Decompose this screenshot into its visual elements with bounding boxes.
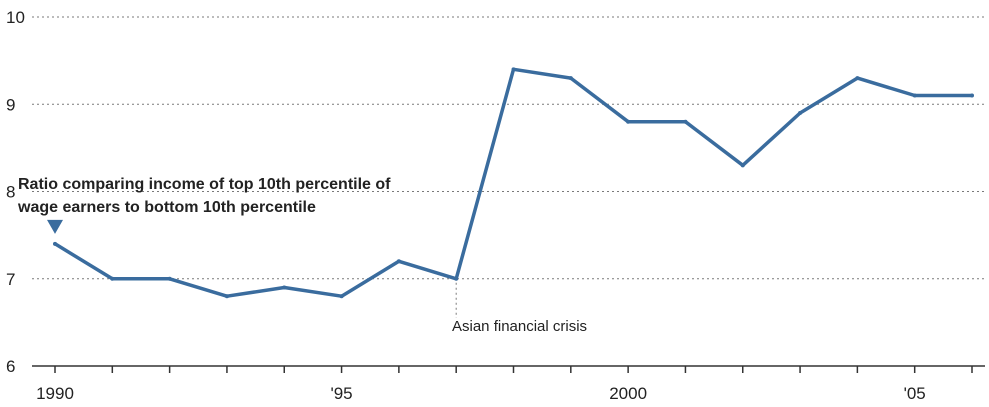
data-point [511, 67, 516, 72]
data-points [53, 67, 974, 299]
series-label-line2: wage earners to bottom 10th percentile [17, 199, 316, 216]
y-tick-label: 6 [6, 357, 15, 376]
gridlines [32, 16, 985, 280]
x-tick-label: '05 [904, 384, 926, 403]
data-point [568, 76, 573, 81]
data-point [626, 119, 631, 124]
data-point [110, 276, 115, 281]
y-tick-label: 8 [6, 183, 15, 202]
x-tick-label: 2000 [609, 384, 647, 403]
data-point [396, 259, 401, 264]
data-point [912, 93, 917, 98]
start-marker-triangle [47, 219, 63, 234]
y-tick-label: 9 [6, 95, 15, 114]
data-point [167, 276, 172, 281]
x-tick-label: 1990 [36, 384, 74, 403]
data-point [339, 294, 344, 299]
x-tick-label: '95 [330, 384, 352, 403]
data-point [454, 276, 459, 281]
event-label: Asian financial crisis [452, 318, 587, 335]
data-point [970, 93, 974, 98]
y-tick-label: 10 [6, 8, 25, 27]
data-point [282, 285, 287, 290]
series-label-line1: Ratio comparing income of top 10th perce… [18, 176, 391, 193]
data-point [855, 76, 860, 81]
y-axis-ticks: 6 7 8 9 10 [6, 8, 25, 376]
data-point [53, 241, 57, 246]
data-point [740, 163, 745, 168]
y-tick-label: 7 [6, 270, 15, 289]
data-point [224, 294, 229, 299]
x-axis-ticks: 1990 '95 2000 '05 [36, 366, 973, 403]
data-point [683, 119, 688, 124]
data-point [798, 110, 803, 115]
